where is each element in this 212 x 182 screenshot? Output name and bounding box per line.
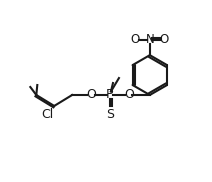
Text: O: O	[131, 33, 140, 46]
Text: N: N	[145, 33, 154, 46]
Text: O: O	[124, 88, 134, 102]
Text: O: O	[86, 88, 96, 102]
Text: P: P	[106, 88, 114, 102]
Text: O: O	[160, 33, 169, 46]
Text: S: S	[106, 108, 114, 121]
Text: Cl: Cl	[41, 108, 53, 121]
